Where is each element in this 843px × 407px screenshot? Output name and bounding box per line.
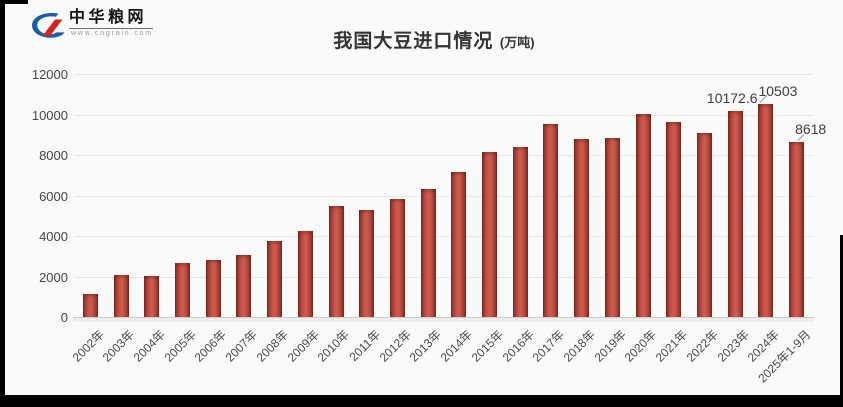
x-axis-label: 2017年 — [530, 327, 568, 365]
bar — [420, 188, 436, 317]
x-axis-label: 2022年 — [683, 327, 721, 365]
x-axis-label: 2019年 — [591, 327, 629, 365]
bar — [543, 123, 559, 317]
x-axis-label: 2014年 — [437, 327, 476, 365]
bar — [236, 254, 252, 317]
data-label: 10503 — [758, 83, 798, 100]
bar — [174, 263, 190, 317]
frame-border-left — [0, 0, 5, 407]
bar — [727, 111, 743, 317]
bar — [205, 259, 221, 317]
bar — [451, 172, 467, 317]
y-axis-tick-label: 8000 — [39, 148, 68, 163]
bar — [297, 230, 313, 317]
gridline — [75, 195, 812, 197]
bar — [604, 137, 620, 317]
bar — [635, 113, 651, 317]
x-axis-label: 2011年 — [346, 327, 384, 365]
chart-title: 我国大豆进口情况 — [333, 31, 494, 52]
gridline — [75, 276, 812, 278]
x-axis-label: 2003年 — [100, 327, 138, 365]
y-axis-tick-label: 10000 — [31, 107, 68, 123]
website-url: www.cngrain.com — [71, 30, 153, 37]
y-axis-tick-label: 6000 — [39, 188, 68, 204]
frame-border-topleft — [0, 0, 28, 4]
y-axis-tick-label: 2000 — [39, 269, 68, 285]
x-axis-label: 2018年 — [560, 327, 599, 365]
data-label: 8618 — [795, 121, 827, 138]
x-axis-label: 2013年 — [407, 327, 445, 365]
cngrain-logo-icon — [32, 13, 65, 38]
frame-border-bottom — [0, 395, 843, 407]
x-axis-label: 2021年 — [652, 327, 691, 365]
x-axis-label: 2023年 — [714, 327, 752, 365]
site-logo: 中华粮网 www.cngrain.com — [31, 9, 153, 39]
x-axis-label: 2009年 — [284, 327, 322, 365]
bar — [697, 132, 713, 317]
bar — [82, 294, 98, 317]
frame-border-right — [840, 235, 843, 407]
bar — [758, 104, 774, 317]
x-axis-label: 2016年 — [499, 327, 537, 365]
bar — [512, 147, 528, 317]
bar — [482, 151, 498, 317]
bar — [113, 275, 129, 317]
bar — [359, 210, 375, 317]
x-axis-label: 2012年 — [376, 327, 414, 365]
y-axis-tick-label: 4000 — [39, 229, 68, 244]
y-axis-tick-label: 0 — [60, 310, 68, 325]
x-axis-line — [73, 317, 814, 318]
gridline — [75, 114, 812, 116]
x-axis-label: 2010年 — [315, 327, 353, 365]
bar — [389, 198, 405, 317]
bar — [328, 206, 344, 317]
x-axis-label: 2004年 — [130, 327, 169, 365]
y-axis-tick-label: 12000 — [31, 67, 68, 82]
x-axis-label: 2005年 — [161, 327, 199, 365]
gridline — [75, 236, 812, 237]
x-axis-label: 2015年 — [468, 327, 506, 365]
bar — [789, 142, 805, 317]
gridline — [75, 74, 812, 75]
bar — [267, 241, 283, 317]
chart-title-block: 我国大豆进口情况 (万吨) — [0, 26, 843, 53]
gridline — [75, 155, 812, 156]
brand-text: 中华粮网 — [69, 9, 153, 29]
bar — [666, 121, 682, 317]
data-label: 10172.6 — [706, 90, 758, 106]
bar — [574, 138, 590, 317]
x-axis-label: 2002年 — [69, 327, 107, 365]
bar — [144, 276, 160, 317]
x-axis-label: 2008年 — [253, 327, 291, 365]
x-axis-label: 2020年 — [622, 327, 660, 365]
chart-title-unit: (万吨) — [499, 35, 535, 50]
x-axis-label: 2007年 — [222, 327, 261, 365]
x-axis-label: 2006年 — [192, 327, 230, 365]
x-axis-shadow — [73, 318, 814, 322]
